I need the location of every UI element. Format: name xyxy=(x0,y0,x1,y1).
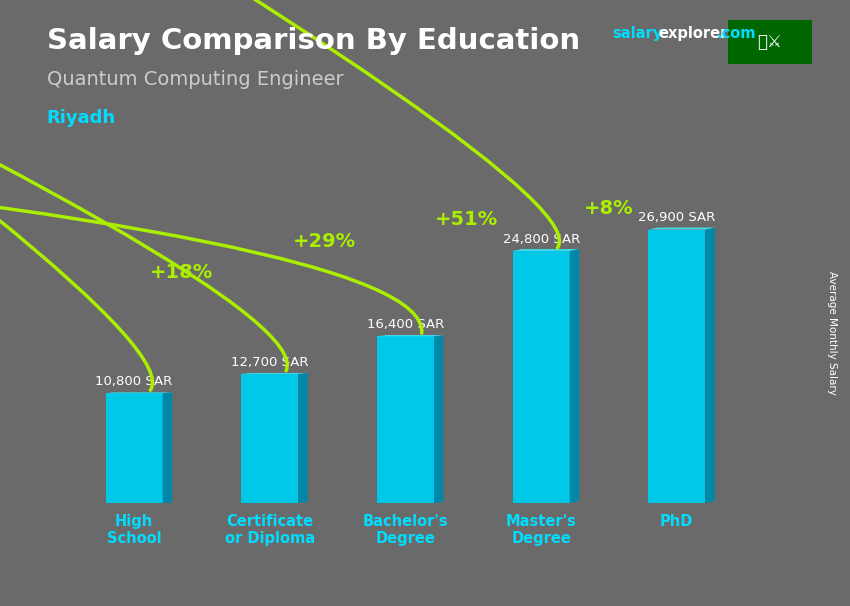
Text: salary: salary xyxy=(612,26,662,41)
Polygon shape xyxy=(434,335,444,503)
Text: Quantum Computing Engineer: Quantum Computing Engineer xyxy=(47,70,343,88)
Text: explorer: explorer xyxy=(659,26,728,41)
Text: +29%: +29% xyxy=(292,232,355,251)
Bar xyxy=(241,374,298,503)
Text: Riyadh: Riyadh xyxy=(47,109,116,127)
Text: .com: .com xyxy=(717,26,756,41)
Polygon shape xyxy=(377,335,444,336)
Polygon shape xyxy=(706,228,715,503)
Text: 🌴⚔: 🌴⚔ xyxy=(757,33,783,51)
Polygon shape xyxy=(162,393,172,503)
Polygon shape xyxy=(649,228,715,230)
Polygon shape xyxy=(570,249,579,503)
Polygon shape xyxy=(513,249,579,251)
Bar xyxy=(513,251,570,503)
Polygon shape xyxy=(298,373,308,503)
Text: 16,400 SAR: 16,400 SAR xyxy=(367,318,444,331)
Text: +18%: +18% xyxy=(150,264,213,282)
Polygon shape xyxy=(241,373,308,374)
Text: 10,800 SAR: 10,800 SAR xyxy=(95,375,173,388)
Text: 12,700 SAR: 12,700 SAR xyxy=(231,356,309,369)
Text: 26,900 SAR: 26,900 SAR xyxy=(638,211,716,224)
Text: Salary Comparison By Education: Salary Comparison By Education xyxy=(47,27,580,55)
Text: +51%: +51% xyxy=(435,210,498,229)
Text: Average Monthly Salary: Average Monthly Salary xyxy=(827,271,837,395)
Text: +8%: +8% xyxy=(584,199,634,218)
Text: 24,800 SAR: 24,800 SAR xyxy=(502,233,580,246)
Bar xyxy=(377,336,434,503)
Bar xyxy=(649,230,705,503)
Bar xyxy=(105,393,162,503)
